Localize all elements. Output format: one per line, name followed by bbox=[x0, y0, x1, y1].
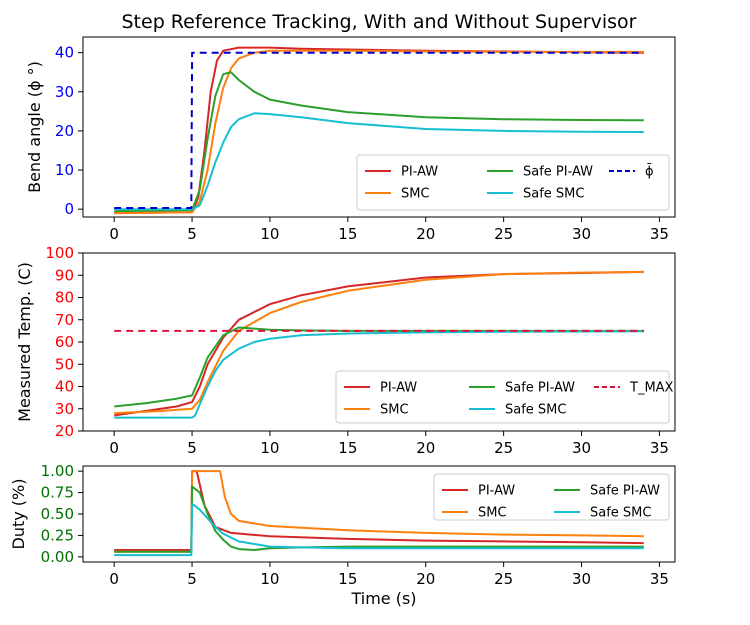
y-tick-label: 40 bbox=[55, 378, 74, 396]
legend-label: T_MAX bbox=[629, 381, 674, 396]
x-axis-label: Time (s) bbox=[350, 589, 416, 608]
series-line-safe-pi-aw bbox=[114, 71, 644, 213]
legend: PI-AW SMC Safe PI-AW Safe SMC bbox=[433, 473, 670, 521]
x-tick-label: 30 bbox=[572, 439, 591, 457]
x-tick-label: 35 bbox=[650, 570, 669, 588]
y-tick-label: 0.25 bbox=[41, 526, 74, 544]
y-tick-label: 50 bbox=[55, 355, 74, 373]
chart-title: Step Reference Tracking, With and Withou… bbox=[122, 11, 637, 33]
legend-label: ϕ̄ bbox=[645, 164, 654, 179]
x-tick-label: 10 bbox=[260, 225, 279, 243]
x-tick-label: 25 bbox=[494, 225, 513, 243]
y-tick-label: 0.50 bbox=[41, 505, 74, 523]
x-tick-label: 35 bbox=[650, 225, 669, 243]
legend-label: Safe SMC bbox=[523, 187, 584, 202]
y-tick-label: 40 bbox=[55, 44, 74, 62]
panel-duty: 0 5 10 15 20 25 30 35 0.00 0.25 0.50 0.75 1.00 Duty (… bbox=[9, 462, 676, 608]
legend-label: Safe SMC bbox=[505, 403, 566, 418]
legend: PI-AW SMC Safe PI-AW Safe SMC ϕ̄ bbox=[356, 154, 670, 211]
series-line-ref bbox=[114, 51, 644, 209]
legend-label: PI-AW bbox=[401, 165, 438, 180]
series-line-safe-smc bbox=[114, 502, 644, 557]
legend-label: SMC bbox=[380, 403, 409, 418]
y-tick-label: 20 bbox=[55, 422, 74, 440]
x-tick-label: 15 bbox=[338, 225, 357, 243]
x-tick-label: 15 bbox=[338, 570, 357, 588]
series-line-safe-pi-aw bbox=[114, 485, 644, 553]
series-group bbox=[114, 46, 644, 215]
legend-label: PI-AW bbox=[478, 484, 515, 499]
legend: PI-AW SMC Safe PI-AW Safe SMC T_MAX bbox=[335, 370, 674, 424]
series-line-smc bbox=[114, 270, 644, 415]
axes-frame bbox=[82, 36, 676, 218]
x-tick-label: 15 bbox=[338, 439, 357, 457]
panel-bend-angle: 0 5 10 15 20 25 30 35 0 10 20 30 40 Bend angle (ϕ °) P… bbox=[25, 36, 676, 243]
legend-label: PI-AW bbox=[380, 381, 417, 396]
x-tick-label: 30 bbox=[572, 225, 591, 243]
y-tick-label: 90 bbox=[55, 266, 74, 284]
y-axis-label: Duty (%) bbox=[9, 479, 28, 550]
legend-label: SMC bbox=[478, 506, 507, 521]
y-tick-label: 0 bbox=[64, 200, 74, 218]
x-tick-label: 0 bbox=[109, 225, 119, 243]
x-tick-label: 5 bbox=[187, 570, 197, 588]
x-tick-label: 5 bbox=[187, 439, 197, 457]
y-tick-label: 1.00 bbox=[41, 462, 74, 480]
legend-label: SMC bbox=[401, 187, 430, 202]
x-tick-label: 10 bbox=[260, 439, 279, 457]
series-line-smc bbox=[114, 470, 644, 553]
x-tick-label: 10 bbox=[260, 570, 279, 588]
x-tick-label: 35 bbox=[650, 439, 669, 457]
x-tick-label: 20 bbox=[416, 439, 435, 457]
panel-measured-temp: 0 5 10 15 20 25 30 35 20 30 40 50 60 70 80 90 100 Measure… bbox=[15, 244, 676, 457]
legend-label: Safe SMC bbox=[590, 506, 651, 521]
x-tick-label: 20 bbox=[416, 570, 435, 588]
legend-label: Safe PI-AW bbox=[505, 381, 575, 396]
y-tick-label: 20 bbox=[55, 122, 74, 140]
y-tick-label: 30 bbox=[55, 83, 74, 101]
legend-label: Safe PI-AW bbox=[523, 165, 593, 180]
x-tick-label: 25 bbox=[494, 439, 513, 457]
y-tick-label: 0.00 bbox=[41, 548, 74, 566]
y-axis-label: Measured Temp. (C) bbox=[15, 262, 34, 422]
y-tick-label: 100 bbox=[45, 244, 74, 262]
y-tick-label: 80 bbox=[55, 289, 74, 307]
y-tick-label: 0.75 bbox=[41, 484, 74, 502]
series-group bbox=[114, 470, 644, 557]
series-group bbox=[114, 270, 644, 419]
x-tick-label: 25 bbox=[494, 570, 513, 588]
x-tick-label: 30 bbox=[572, 570, 591, 588]
x-tick-label: 0 bbox=[109, 570, 119, 588]
series-line-safe-smc bbox=[114, 330, 644, 419]
series-line-safe-smc bbox=[114, 112, 644, 211]
legend-label: Safe PI-AW bbox=[590, 484, 660, 499]
x-tick-label: 0 bbox=[109, 439, 119, 457]
y-tick-label: 60 bbox=[55, 333, 74, 351]
y-axis-label: Bend angle (ϕ °) bbox=[25, 61, 44, 193]
x-tick-label: 5 bbox=[187, 225, 197, 243]
x-tick-label: 20 bbox=[416, 225, 435, 243]
y-tick-label: 10 bbox=[55, 161, 74, 179]
y-tick-label: 70 bbox=[55, 311, 74, 329]
y-tick-label: 30 bbox=[55, 400, 74, 418]
